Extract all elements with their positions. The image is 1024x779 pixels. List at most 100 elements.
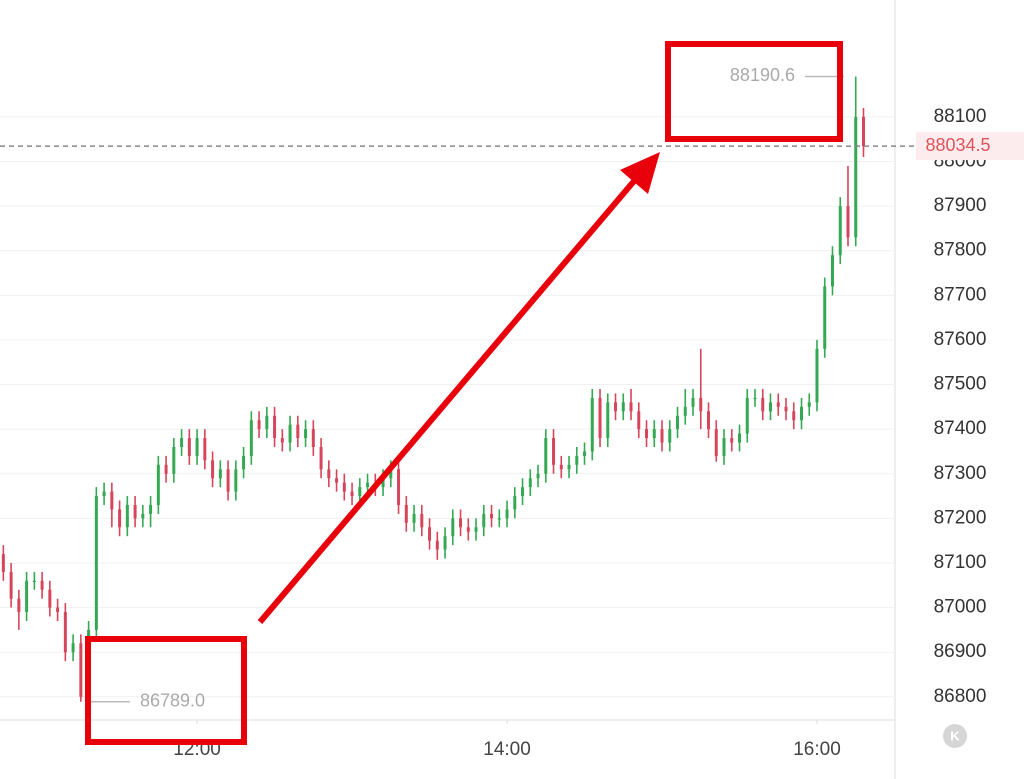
y-tick-label: 87600 bbox=[934, 329, 987, 350]
plot-layer: 86800 86900 87000 87100 87200 87300 87400 87500… bbox=[0, 65, 1024, 760]
candle-body bbox=[637, 411, 641, 430]
candle-body bbox=[443, 536, 447, 550]
candle-body bbox=[482, 513, 486, 528]
candle-body bbox=[459, 518, 463, 528]
candle-body bbox=[621, 402, 625, 412]
chart-type-button[interactable] bbox=[943, 724, 967, 748]
candle-body bbox=[187, 438, 191, 456]
candle-body bbox=[249, 420, 253, 456]
candle-body bbox=[792, 411, 796, 421]
candle-body bbox=[32, 580, 36, 583]
highlight-box bbox=[665, 41, 843, 142]
candle-body bbox=[513, 496, 517, 510]
candle-body bbox=[288, 424, 292, 443]
candle-body bbox=[164, 464, 168, 474]
arrow-head bbox=[620, 152, 660, 194]
candle-body bbox=[722, 438, 726, 456]
highlight-box bbox=[85, 636, 247, 745]
candle-body bbox=[203, 438, 207, 461]
candle-body bbox=[854, 116, 858, 238]
candle-body bbox=[714, 429, 718, 456]
y-tick-label: 86800 bbox=[934, 686, 987, 707]
candle-body bbox=[149, 504, 153, 514]
candle-body bbox=[567, 464, 571, 470]
candle-body bbox=[1, 554, 5, 572]
y-tick-label: 87300 bbox=[934, 463, 987, 484]
candle-body bbox=[319, 446, 323, 470]
x-tick-label: 14:00 bbox=[483, 739, 531, 760]
candle-body bbox=[102, 491, 106, 497]
candle-body bbox=[761, 397, 765, 412]
y-tick-label: 87800 bbox=[934, 240, 987, 261]
candle-body bbox=[366, 482, 370, 488]
candle-body bbox=[645, 429, 649, 439]
max-label: 88190.6 bbox=[730, 65, 795, 85]
candle-body bbox=[435, 540, 439, 550]
candle-body bbox=[660, 429, 664, 443]
candle-body bbox=[141, 513, 145, 519]
candle-body bbox=[745, 397, 749, 434]
candle-body bbox=[738, 433, 742, 443]
candle-body bbox=[676, 415, 680, 430]
candle-body bbox=[466, 527, 470, 532]
candle-body bbox=[799, 406, 803, 421]
candle-body bbox=[536, 473, 540, 479]
candle-body bbox=[9, 571, 13, 599]
candle-body bbox=[861, 116, 865, 147]
candle-body bbox=[280, 438, 284, 443]
candle-body bbox=[110, 491, 114, 510]
candle-body bbox=[590, 397, 594, 452]
candle-body bbox=[71, 643, 75, 653]
candle-body bbox=[474, 527, 478, 532]
candle-body bbox=[118, 509, 122, 528]
y-tick-label: 86900 bbox=[934, 641, 987, 662]
candle-body bbox=[505, 509, 509, 519]
candle-body bbox=[521, 487, 525, 497]
candle-body bbox=[172, 446, 176, 474]
candle-body bbox=[381, 478, 385, 488]
candle-body bbox=[195, 438, 199, 456]
candle-body bbox=[753, 397, 757, 400]
candle-body bbox=[327, 469, 331, 479]
candle-body bbox=[807, 402, 811, 407]
candle-body bbox=[699, 397, 703, 412]
candle-body bbox=[614, 402, 618, 412]
candle-body bbox=[242, 455, 246, 470]
candle-body bbox=[428, 527, 432, 541]
candle-body bbox=[838, 206, 842, 256]
candle-body bbox=[358, 487, 362, 497]
x-tick-label: 16:00 bbox=[793, 739, 841, 760]
candle-body bbox=[40, 580, 44, 590]
y-tick-label: 87000 bbox=[934, 597, 987, 618]
candle-body bbox=[629, 402, 633, 412]
candle-body bbox=[304, 429, 308, 439]
candle-body bbox=[397, 469, 401, 505]
y-tick-label: 87200 bbox=[934, 507, 987, 528]
candle-body bbox=[668, 429, 672, 443]
candle-body bbox=[691, 397, 695, 407]
candle-body bbox=[94, 496, 98, 630]
candle-body bbox=[63, 612, 67, 653]
candle-body bbox=[389, 469, 393, 479]
y-tick-label: 88100 bbox=[934, 106, 987, 127]
candle-body bbox=[823, 286, 827, 349]
candle-body bbox=[776, 402, 780, 407]
chart-type-icon: K bbox=[950, 728, 960, 743]
candle-body bbox=[730, 438, 734, 443]
y-tick-label: 87700 bbox=[934, 284, 987, 305]
candle-body bbox=[17, 598, 21, 613]
candle-body bbox=[273, 415, 277, 439]
candle-body bbox=[56, 607, 60, 613]
candle-body bbox=[652, 429, 656, 439]
candle-body bbox=[559, 464, 563, 470]
candle-body bbox=[846, 206, 850, 238]
candle-body bbox=[226, 469, 230, 492]
candle-body bbox=[311, 429, 315, 447]
min-label: 86789.0 bbox=[140, 690, 205, 710]
y-tick-label: 87900 bbox=[934, 195, 987, 216]
candle-body bbox=[769, 402, 773, 412]
last-price-badge bbox=[916, 132, 1024, 161]
candle-body bbox=[350, 491, 354, 497]
